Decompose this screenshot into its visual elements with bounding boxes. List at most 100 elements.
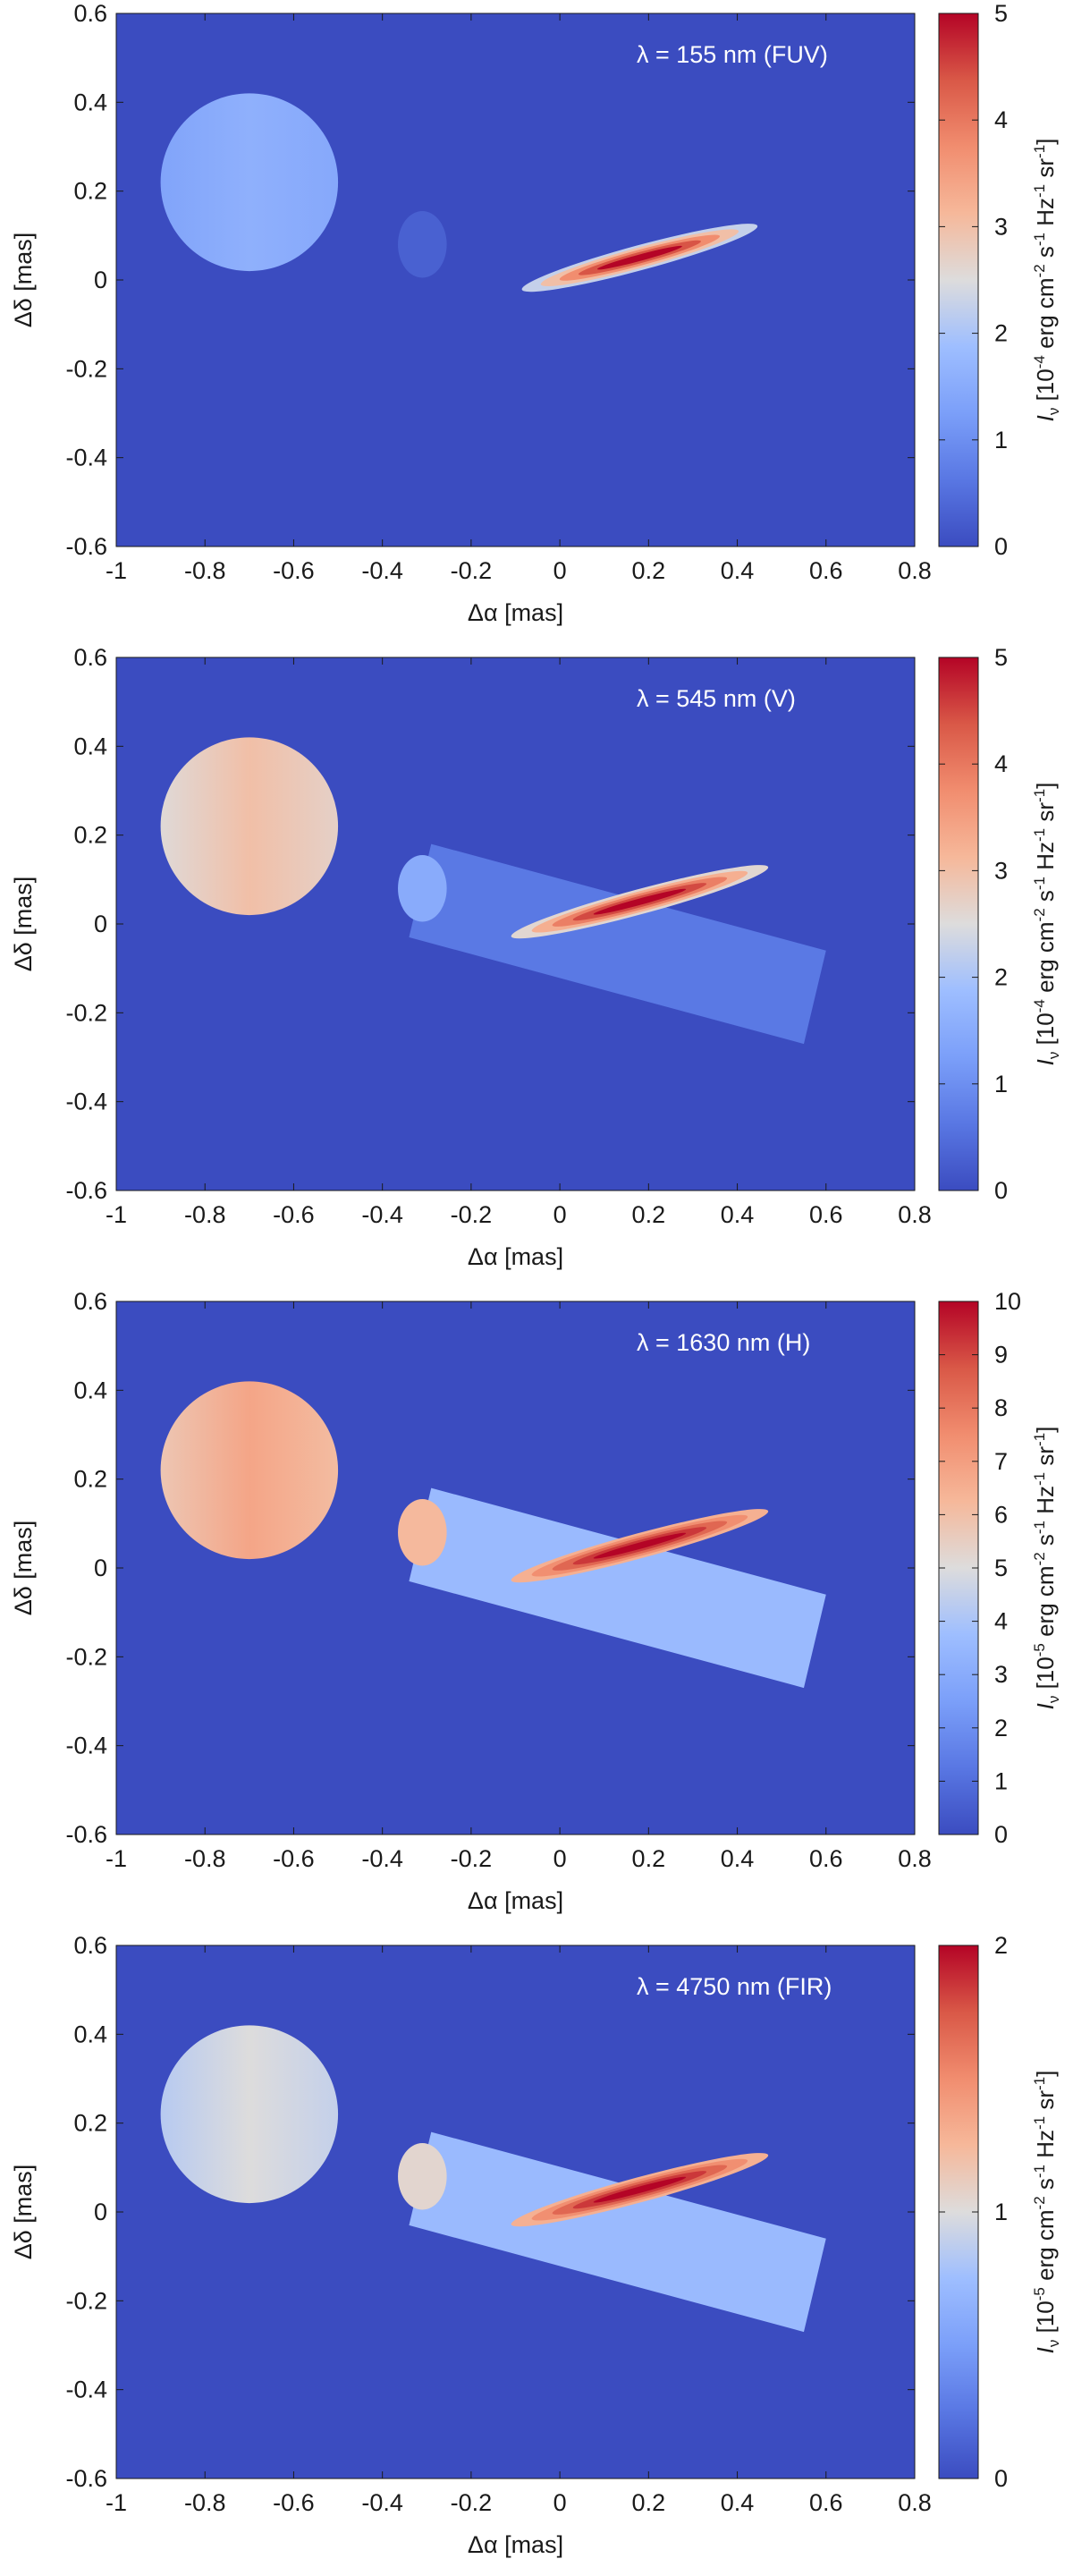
- colorbar-tick-label: 2: [994, 964, 1008, 991]
- x-tick-label: -1: [106, 2489, 127, 2516]
- x-tick-label: -0.6: [273, 1201, 315, 1228]
- x-tick-label: 0.4: [721, 2489, 755, 2516]
- colorbar-tick-label: 0: [994, 2465, 1008, 2492]
- heatmap-star: [160, 2025, 339, 2204]
- chart-panel: -1 -0.8 -0.6 -0.4 -0.2 0 0.2 0.4 0.6 0.8 0.6 0.4 0.2…: [10, 1288, 1062, 1914]
- x-tick-label: -0.8: [184, 557, 226, 584]
- colorbar-tick-label: 8: [994, 1394, 1008, 1421]
- y-tick-label: 0.2: [73, 2110, 107, 2137]
- y-tick-label: 0: [94, 2199, 107, 2225]
- x-tick-label: 0.4: [721, 1201, 755, 1228]
- y-tick-label: 0.6: [73, 644, 107, 671]
- y-axis-title: Δδ [mas]: [10, 1521, 37, 1616]
- heatmap-image: [160, 737, 826, 1045]
- x-tick-label: 0: [553, 1845, 567, 1872]
- colorbar-tick-label: 7: [994, 1448, 1008, 1475]
- x-tick-label: 0.6: [809, 1845, 843, 1872]
- y-tick-label: 0.4: [73, 2021, 107, 2047]
- colorbar-tick-label: 5: [994, 1555, 1008, 1581]
- y-tick-label: 0.6: [73, 0, 107, 27]
- colorbar-tick-label: 1: [994, 1767, 1008, 1794]
- heatmap-slab: [409, 2131, 826, 2333]
- colorbar-tick-label: 3: [994, 857, 1008, 884]
- heatmap-small-disk: [398, 211, 447, 278]
- x-tick-label: 0.8: [898, 2489, 932, 2516]
- x-tick-label: -0.2: [451, 1845, 493, 1872]
- colorbar-tick-label: 5: [994, 644, 1008, 671]
- y-axis-title: Δδ [mas]: [10, 233, 37, 328]
- x-tick-label: 0.6: [809, 557, 843, 584]
- heatmap-image: [160, 1381, 826, 1689]
- colorbar-tick-label: 0: [994, 1177, 1008, 1204]
- y-axis-title: Δδ [mas]: [10, 2165, 37, 2260]
- x-axis-title: Δα [mas]: [468, 599, 563, 626]
- colorbar-tick-label: 4: [994, 106, 1008, 133]
- x-tick-label: 0: [553, 1201, 567, 1228]
- x-tick-label: 0: [553, 557, 567, 584]
- heatmap-image: [160, 2025, 826, 2333]
- chart-panel: -1 -0.8 -0.6 -0.4 -0.2 0 0.2 0.4 0.6 0.8 0.6 0.4 0.2…: [10, 0, 1062, 626]
- heatmap-small-disk: [398, 2143, 447, 2210]
- x-tick-label: -0.4: [361, 1201, 403, 1228]
- x-tick-label: -0.4: [361, 2489, 403, 2516]
- x-tick-label: -0.6: [273, 1845, 315, 1872]
- x-tick-label: -0.2: [451, 2489, 493, 2516]
- y-tick-label: 0: [94, 1555, 107, 1581]
- colorbar-tick-label: 2: [994, 320, 1008, 347]
- x-tick-label: 0.2: [632, 1201, 666, 1228]
- x-tick-label: -1: [106, 1845, 127, 1872]
- y-tick-label: -0.2: [65, 2287, 107, 2314]
- colorbar-title: Iν [10-4 erg cm-2 s-1 Hz-1 sr-1]: [1031, 139, 1062, 422]
- colorbar: [938, 1945, 979, 2479]
- x-tick-label: -0.2: [451, 1201, 493, 1228]
- heatmap-streak-level: [593, 888, 687, 915]
- heatmap-streak: [521, 224, 758, 292]
- x-tick-label: 0.4: [721, 1845, 755, 1872]
- x-tick-label: -0.4: [361, 1845, 403, 1872]
- x-tick-label: 0.8: [898, 1201, 932, 1228]
- heatmap-small-disk: [398, 855, 447, 922]
- y-tick-label: 0.6: [73, 1932, 107, 1959]
- x-tick-label: -0.6: [273, 2489, 315, 2516]
- x-tick-label: -0.2: [451, 557, 493, 584]
- y-tick-label: -0.6: [65, 1821, 107, 1848]
- y-tick-label: 0: [94, 911, 107, 937]
- colorbar-title: Iν [10-5 erg cm-2 s-1 Hz-1 sr-1]: [1031, 2071, 1062, 2354]
- wavelength-annotation: λ = 1630 nm (H): [637, 1329, 810, 1356]
- heatmap-image: [160, 93, 758, 292]
- heatmap-background: [116, 13, 915, 547]
- colorbar-tick-label: 5: [994, 0, 1008, 27]
- y-tick-label: 0.4: [73, 1377, 107, 1403]
- y-tick-label: 0.2: [73, 822, 107, 849]
- y-axis-title: Δδ [mas]: [10, 877, 37, 972]
- y-tick-label: -0.6: [65, 533, 107, 560]
- y-tick-label: -0.4: [65, 2377, 107, 2403]
- y-tick-label: -0.4: [65, 1733, 107, 1759]
- chart-panel: -1 -0.8 -0.6 -0.4 -0.2 0 0.2 0.4 0.6 0.8 0.6 0.4 0.2…: [10, 644, 1062, 1270]
- colorbar-tick-label: 0: [994, 1821, 1008, 1848]
- x-tick-label: 0.4: [721, 557, 755, 584]
- colorbar: [938, 13, 979, 547]
- colorbar-tick-label: 1: [994, 2199, 1008, 2225]
- heatmap-slab: [409, 843, 826, 1045]
- colorbar-tick-label: 1: [994, 1071, 1008, 1097]
- x-tick-label: -0.8: [184, 1201, 226, 1228]
- chart-panel: -1 -0.8 -0.6 -0.4 -0.2 0 0.2 0.4 0.6 0.8 0.6 0.4 0.2…: [10, 1932, 1062, 2558]
- x-axis-title: Δα [mas]: [468, 1887, 563, 1914]
- colorbar-tick-label: 4: [994, 1608, 1008, 1635]
- x-tick-label: -1: [106, 557, 127, 584]
- colorbar-title: Iν [10-4 erg cm-2 s-1 Hz-1 sr-1]: [1031, 783, 1062, 1066]
- y-tick-label: -0.2: [65, 355, 107, 382]
- wavelength-annotation: λ = 545 nm (V): [637, 685, 796, 712]
- colorbar-tick-label: 3: [994, 213, 1008, 240]
- y-tick-label: 0.2: [73, 178, 107, 205]
- y-tick-label: 0.4: [73, 733, 107, 759]
- colorbar-tick-label: 4: [994, 750, 1008, 777]
- x-tick-label: -0.6: [273, 557, 315, 584]
- x-tick-label: -1: [106, 1201, 127, 1228]
- colorbar-title: Iν [10-5 erg cm-2 s-1 Hz-1 sr-1]: [1031, 1427, 1062, 1710]
- heatmap-small-disk: [398, 1499, 447, 1566]
- heatmap-streak-level: [596, 245, 682, 270]
- colorbar-tick-label: 0: [994, 533, 1008, 560]
